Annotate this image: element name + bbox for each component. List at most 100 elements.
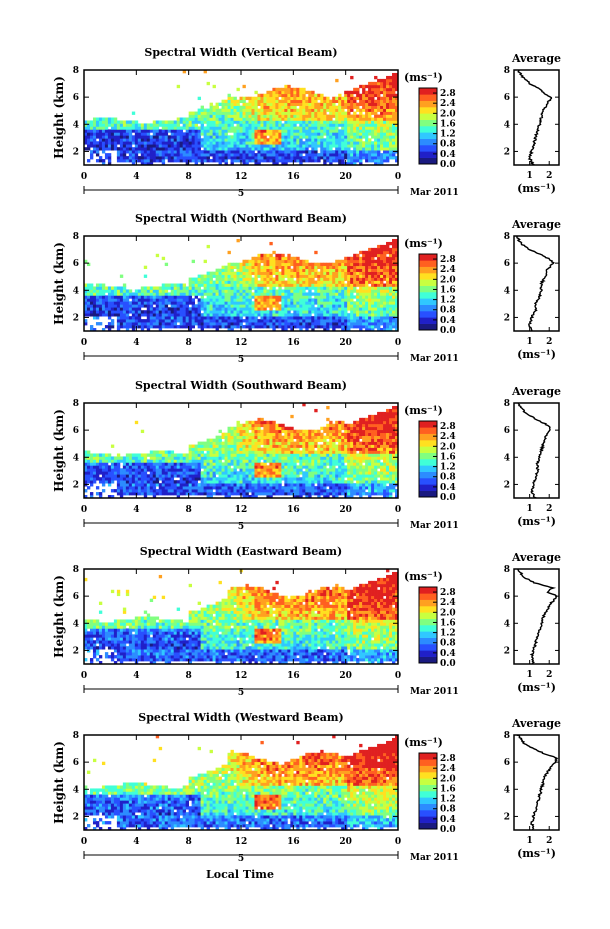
heatmap-cell [209, 129, 213, 133]
heatmap-cell [389, 114, 393, 118]
heatmap-cell [284, 265, 288, 270]
heatmap-cell [152, 298, 157, 302]
heatmap-cell [365, 310, 369, 314]
heatmap-cell [230, 162, 234, 166]
heatmap-cell [377, 307, 381, 311]
heatmap-cell [272, 153, 276, 157]
heatmap-cell [122, 132, 127, 136]
heatmap-cell [245, 162, 249, 166]
heatmap-cell [155, 313, 160, 317]
heatmap-cell [377, 301, 381, 305]
heatmap-cell [338, 307, 342, 311]
heatmap-cell [248, 156, 252, 160]
heatmap-cell [84, 135, 88, 139]
heatmap-cell [245, 147, 249, 151]
heatmap-cell [287, 271, 291, 275]
heatmap-cell [164, 316, 169, 320]
heatmap-cell [341, 298, 345, 302]
heatmap-cell [92, 132, 97, 136]
heatmap-cell [332, 316, 336, 320]
heatmap-cell [209, 456, 213, 460]
heatmap-cell [137, 480, 142, 484]
heatmap-cell [335, 301, 339, 305]
heatmap-cell [320, 120, 324, 124]
heatmap-cell [236, 307, 240, 311]
heatmap-cell [149, 298, 154, 302]
heatmap-cell [200, 114, 204, 118]
heatmap-cell [374, 277, 378, 281]
heatmap-cell [158, 456, 163, 460]
heatmap-cell [119, 307, 124, 311]
heatmap-cell [251, 310, 255, 314]
heatmap-cell [146, 322, 151, 326]
heatmap-cell [257, 111, 261, 115]
heatmap-cell [209, 465, 213, 469]
heatmap-cell [314, 96, 318, 101]
profile-y-tick-label: 6 [504, 259, 510, 269]
heatmap-cell [305, 277, 309, 281]
heatmap-cell [224, 313, 228, 317]
heatmap-cell [359, 304, 363, 308]
heatmap-cell [104, 301, 109, 305]
heatmap-cell [353, 105, 357, 109]
heatmap-cell [89, 480, 94, 484]
heatmap-cell [263, 310, 267, 314]
heatmap-cell [203, 129, 207, 133]
heatmap-cell [326, 132, 330, 136]
heatmap-cell [281, 322, 285, 326]
heatmap-cell [188, 277, 193, 281]
heatmap-cell [179, 489, 184, 493]
heatmap-cell [131, 129, 136, 133]
heatmap-cell [143, 159, 148, 163]
heatmap-cell [122, 153, 127, 157]
heatmap-cell [275, 102, 279, 106]
heatmap-cell [341, 108, 345, 112]
heatmap-cell [332, 298, 336, 302]
heatmap-cell [320, 126, 324, 130]
heatmap-cell [140, 150, 145, 154]
heatmap-cell [257, 99, 261, 104]
heatmap-cell [239, 289, 243, 293]
heatmap-cell [380, 313, 384, 317]
heatmap-cell [395, 301, 399, 305]
heatmap-cell [311, 132, 315, 136]
heatmap-cell [146, 286, 151, 290]
heatmap-cell [278, 256, 282, 261]
heatmap-cell [170, 310, 175, 314]
heatmap-cell [347, 286, 351, 290]
heatmap-cell [263, 274, 267, 278]
heatmap-cell [84, 289, 88, 293]
heatmap-cell [185, 486, 190, 490]
heatmap-cell [317, 126, 321, 130]
heatmap-cell [113, 456, 118, 460]
heatmap-cell [194, 126, 198, 130]
heatmap-cell [326, 304, 330, 308]
heatmap-cell [371, 111, 375, 115]
heatmap-cell [182, 144, 187, 148]
heatmap-cell [299, 144, 303, 148]
heatmap-cell [320, 262, 324, 267]
heatmap-cell [317, 319, 321, 323]
heatmap-cell [383, 265, 387, 270]
heatmap-cell [131, 465, 136, 469]
heatmap-cell [344, 114, 348, 118]
heatmap-cell [281, 126, 285, 130]
heatmap-cell [239, 126, 243, 130]
heatmap-cell [143, 474, 148, 478]
heatmap-cell [245, 307, 249, 311]
heatmap-cell [338, 265, 342, 270]
heatmap-cell [203, 120, 207, 124]
heatmap-cell [302, 105, 306, 109]
heatmap-cell [101, 483, 106, 487]
heatmap-cell [341, 150, 345, 154]
heatmap-cell [116, 310, 121, 314]
heatmap-cell [290, 114, 294, 118]
heatmap-cell [296, 93, 300, 98]
heatmap-cell [233, 274, 237, 278]
heatmap-cell [191, 447, 195, 451]
heatmap-cell [374, 259, 378, 264]
heatmap-cell [377, 87, 381, 92]
heatmap-cell [218, 135, 222, 139]
heatmap-cell [149, 474, 154, 478]
heatmap-cell [386, 274, 390, 278]
